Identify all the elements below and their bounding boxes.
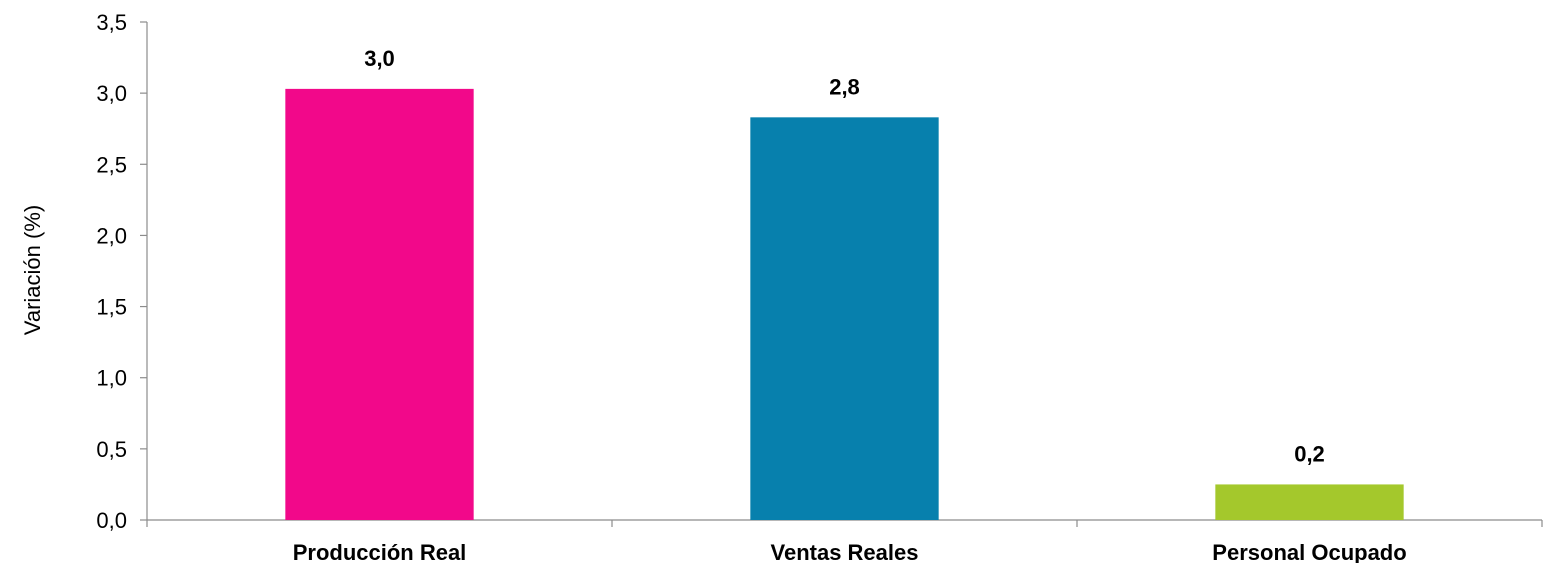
bar: [285, 88, 474, 521]
y-tick-label: 2,0: [96, 223, 127, 248]
y-tick-label: 2,5: [96, 152, 127, 177]
y-tick-label: 1,0: [96, 366, 127, 391]
bar: [750, 117, 939, 521]
y-tick-label: 0,5: [96, 437, 127, 462]
x-axis: [146, 519, 1543, 527]
y-tick-label: 1,5: [96, 295, 127, 320]
data-label: 3,0: [364, 46, 395, 71]
data-label: 2,8: [829, 74, 860, 99]
data-labels: 3,0 2,8 0,2: [364, 46, 1325, 467]
y-tick-label: 3,0: [96, 81, 127, 106]
bar-series: [285, 88, 1404, 521]
category-label: Producción Real: [293, 540, 467, 563]
y-tick-label: 0,0: [96, 508, 127, 533]
y-axis: 0,0 0,5 1,0 1,5 2,0 2,5 3,0 3,5: [96, 10, 148, 533]
category-labels: Producción Real Ventas Reales Personal Ocu…: [293, 540, 1407, 563]
category-label: Ventas Reales: [771, 540, 919, 563]
data-label: 0,2: [1294, 441, 1325, 466]
y-axis-title: Variación (%): [20, 205, 45, 335]
bar: [1215, 484, 1404, 520]
y-tick-label: 3,5: [96, 10, 127, 35]
category-label: Personal Ocupado: [1212, 540, 1406, 563]
